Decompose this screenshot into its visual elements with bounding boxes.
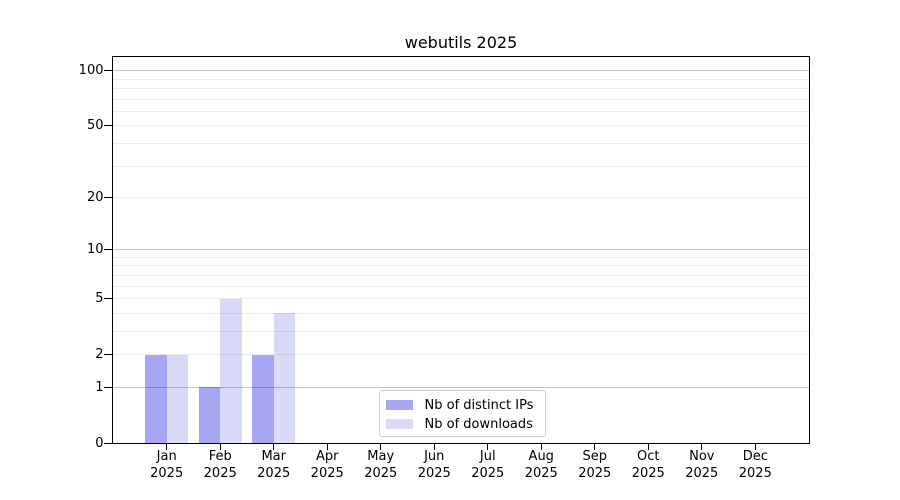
minor-gridline <box>112 125 810 127</box>
x-tick-mark <box>326 443 328 450</box>
legend-swatch-downloads <box>385 419 413 429</box>
minor-gridline <box>112 165 810 167</box>
x-tick-label: Mar 2025 <box>257 449 291 481</box>
x-tick-label: Sep 2025 <box>578 449 612 481</box>
x-tick-mark <box>166 443 168 450</box>
bar-series-0-month-1 <box>198 387 221 444</box>
y-tick-label: 5 <box>95 291 104 307</box>
x-tick-label: May 2025 <box>364 449 398 481</box>
minor-gridline <box>112 142 810 144</box>
chart-title: webutils 2025 <box>404 33 518 52</box>
x-tick-mark <box>219 443 221 450</box>
x-tick-label: Nov 2025 <box>685 449 719 481</box>
minor-gridline <box>112 256 810 258</box>
bar-series-0-month-0 <box>145 354 167 444</box>
x-tick-label: Aug 2025 <box>524 449 558 481</box>
x-tick-mark <box>701 443 703 450</box>
y-tick-mark <box>104 442 112 445</box>
x-tick-label: Apr 2025 <box>310 449 344 481</box>
major-gridline <box>112 249 810 251</box>
legend-swatch-distinct-ips <box>385 400 413 410</box>
x-tick-label: Oct 2025 <box>631 449 665 481</box>
legend-label-distinct-ips: Nb of distinct IPs <box>424 397 534 413</box>
major-gridline <box>112 386 810 388</box>
bar-series-1-month-0 <box>166 354 189 444</box>
x-tick-mark <box>647 443 649 450</box>
x-tick-mark <box>487 443 489 450</box>
y-tick-label: 10 <box>86 242 104 258</box>
minor-gridline <box>112 312 810 314</box>
x-tick-mark <box>433 443 435 450</box>
minor-gridline <box>112 98 810 100</box>
x-tick-label: Jun 2025 <box>417 449 451 481</box>
x-tick-mark <box>540 443 542 450</box>
legend-entry-distinct-ips: Nb of distinct IPs <box>385 396 539 415</box>
legend-entry-downloads: Nb of downloads <box>385 415 539 434</box>
minor-gridline <box>112 78 810 80</box>
x-tick-label: Jan 2025 <box>150 449 184 481</box>
x-tick-label: Feb 2025 <box>203 449 237 481</box>
minor-gridline <box>112 265 810 267</box>
legend: Nb of distinct IPs Nb of downloads <box>378 389 546 437</box>
y-tick-mark <box>104 125 112 127</box>
x-tick-mark <box>594 443 596 450</box>
y-tick-label: 0 <box>95 436 104 451</box>
x-tick-mark <box>273 443 275 450</box>
minor-gridline <box>112 197 810 198</box>
y-tick-mark <box>104 386 112 389</box>
x-tick-mark <box>754 443 756 450</box>
y-tick-label: 50 <box>86 118 104 134</box>
bar-series-1-month-1 <box>220 298 242 444</box>
y-tick-mark <box>104 298 112 300</box>
y-tick-label: 20 <box>86 190 104 205</box>
bar-series-1-month-2 <box>273 313 296 444</box>
x-tick-label: Dec 2025 <box>738 449 772 481</box>
y-tick-mark <box>104 196 112 199</box>
minor-gridline <box>112 330 810 332</box>
minor-gridline <box>112 87 810 89</box>
y-tick-mark <box>104 249 112 251</box>
bar-series-0-month-2 <box>252 354 274 444</box>
y-tick-label: 100 <box>78 63 104 79</box>
x-tick-mark <box>380 443 382 450</box>
x-tick-label: Jul 2025 <box>471 449 505 481</box>
minor-gridline <box>112 298 810 300</box>
legend-label-downloads: Nb of downloads <box>424 416 533 432</box>
minor-gridline <box>112 285 810 287</box>
minor-gridline <box>112 110 810 112</box>
major-gridline <box>112 70 810 72</box>
y-tick-mark <box>104 354 112 356</box>
y-tick-mark <box>104 69 112 72</box>
minor-gridline <box>112 354 810 356</box>
y-tick-label: 2 <box>95 347 104 363</box>
y-tick-label: 1 <box>95 379 104 395</box>
minor-gridline <box>112 274 810 276</box>
